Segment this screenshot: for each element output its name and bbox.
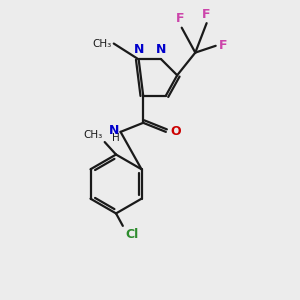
Text: N: N — [109, 124, 119, 137]
Text: N: N — [134, 43, 144, 56]
Text: N: N — [156, 43, 166, 56]
Text: F: F — [176, 12, 185, 26]
Text: Cl: Cl — [125, 228, 138, 241]
Text: CH₃: CH₃ — [83, 130, 102, 140]
Text: O: O — [170, 125, 181, 138]
Text: F: F — [219, 39, 228, 52]
Text: CH₃: CH₃ — [92, 38, 112, 49]
Text: F: F — [202, 8, 211, 21]
Text: H: H — [112, 133, 119, 143]
